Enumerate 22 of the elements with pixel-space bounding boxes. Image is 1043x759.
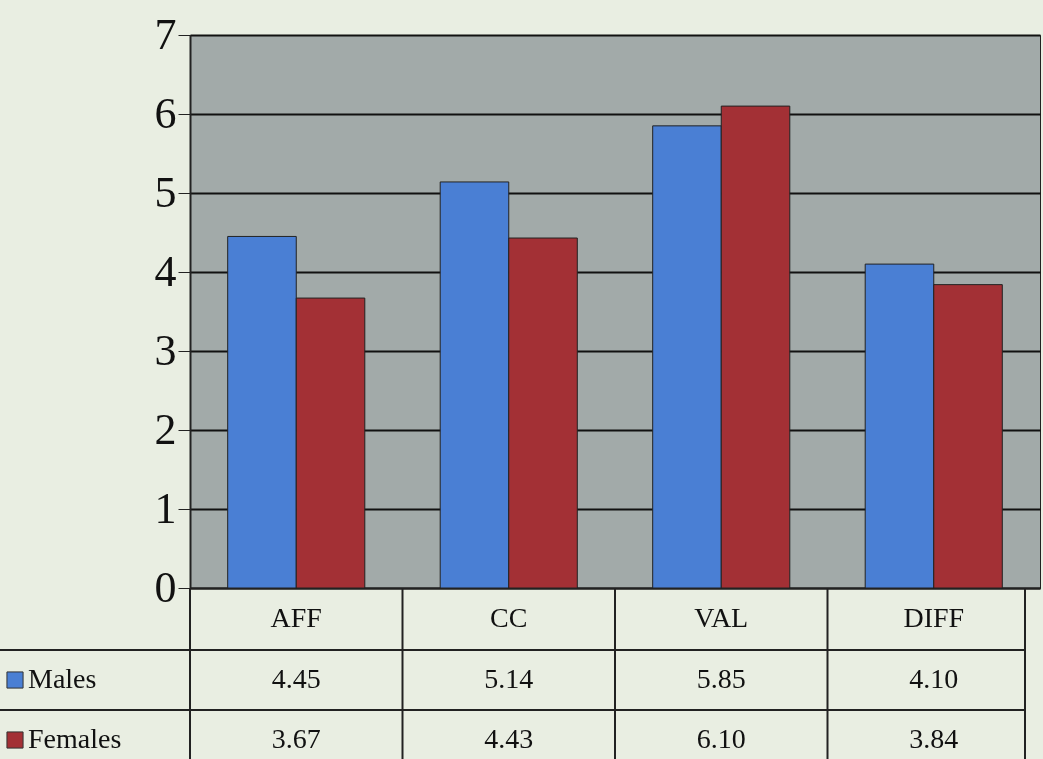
x-tick-label: DIFF xyxy=(903,601,965,633)
x-tick-label: VAL xyxy=(694,601,749,633)
y-tick-label: 4 xyxy=(154,246,177,296)
legend-label: Females xyxy=(28,723,122,754)
data-label: 3.84 xyxy=(909,723,959,754)
x-tick-label: AFF xyxy=(270,601,322,633)
data-label: 5.85 xyxy=(696,663,746,694)
y-tick-label: 0 xyxy=(154,562,177,612)
y-tick-label: 5 xyxy=(154,167,177,217)
legend-label: Males xyxy=(28,663,97,694)
data-label: 3.67 xyxy=(271,723,321,754)
y-tick-label: 3 xyxy=(154,325,177,375)
x-tick-label: CC xyxy=(490,601,528,633)
data-label: 4.45 xyxy=(271,663,321,694)
data-label: 4.43 xyxy=(484,723,534,754)
y-tick-label: 6 xyxy=(154,88,177,138)
data-label: 4.10 xyxy=(909,663,959,694)
y-tick-label: 1 xyxy=(154,483,177,533)
y-tick-label: 2 xyxy=(154,404,177,454)
y-tick-label: 7 xyxy=(154,9,177,59)
data-label: 5.14 xyxy=(484,663,534,694)
data-label: 6.10 xyxy=(696,723,746,754)
